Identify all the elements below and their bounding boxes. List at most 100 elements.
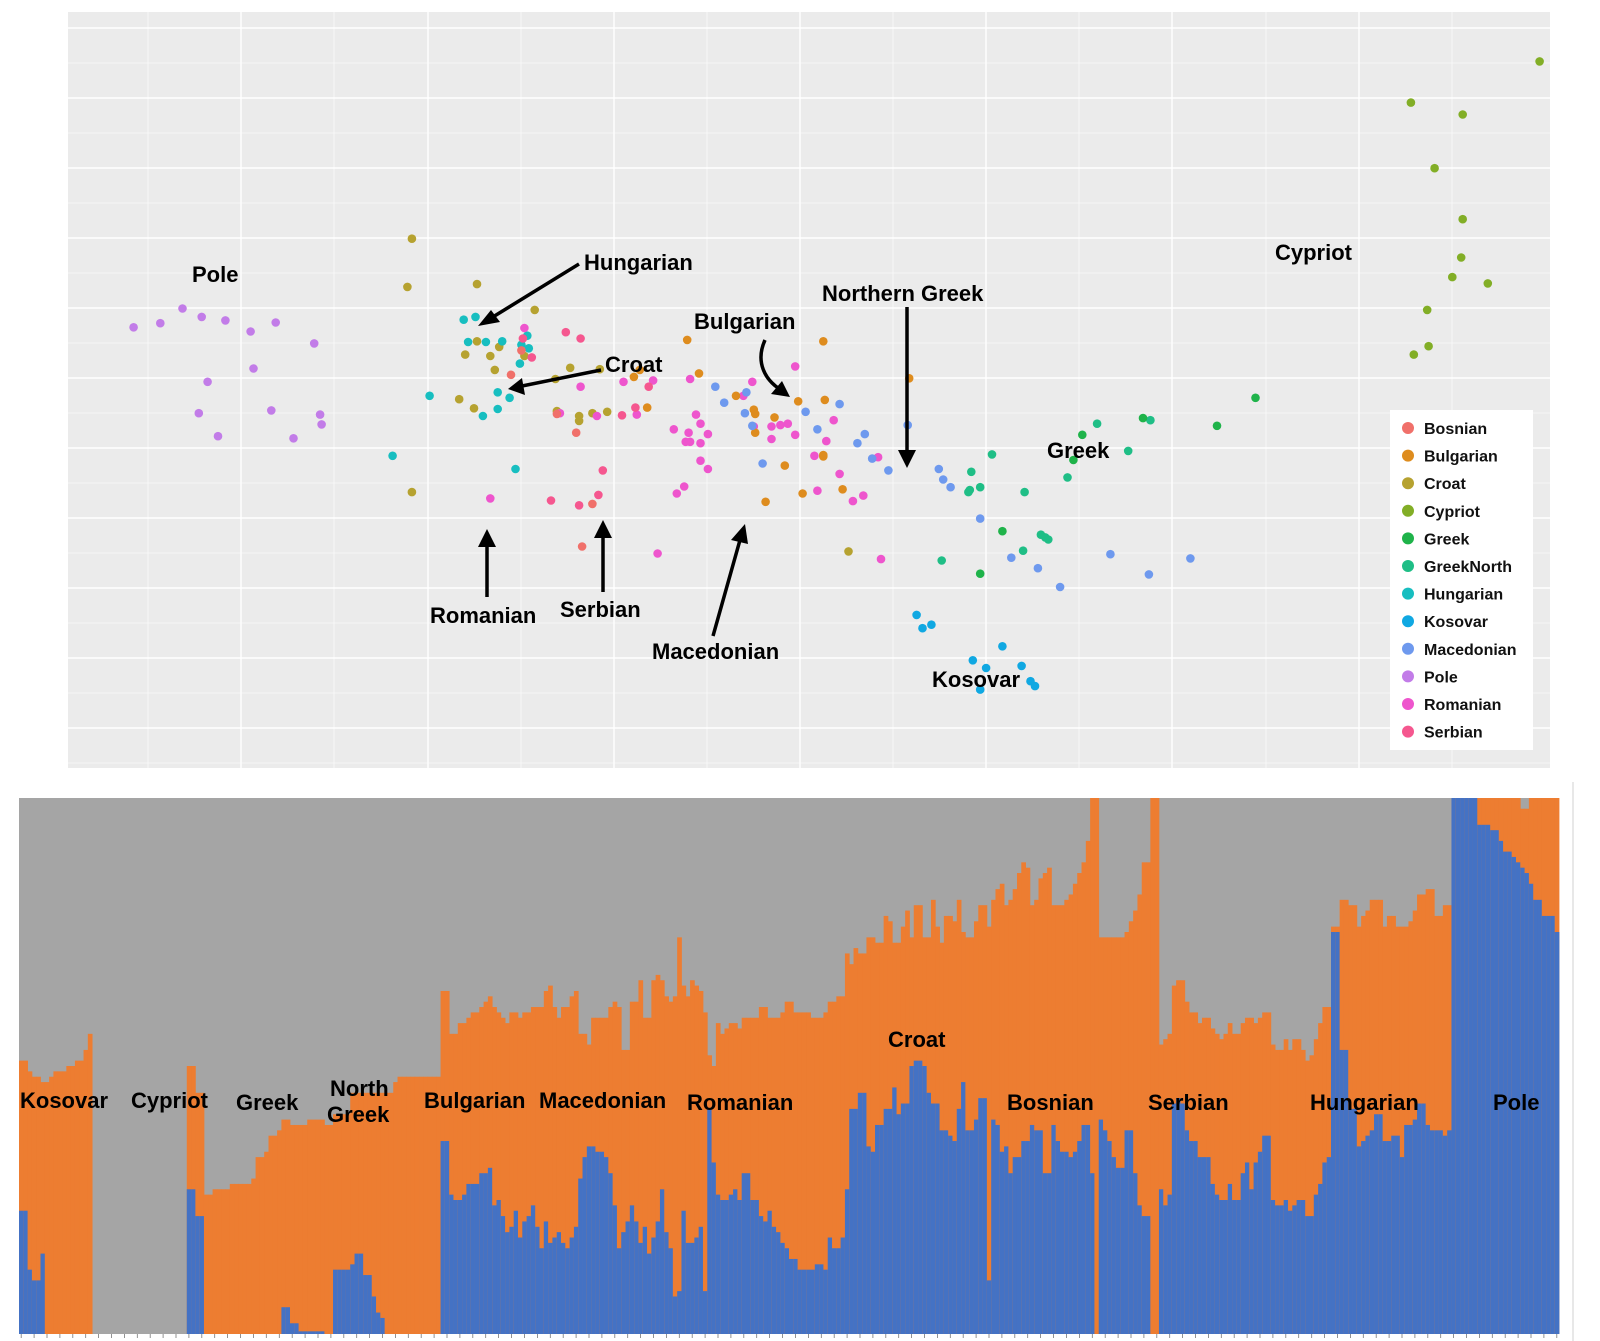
admix-bar-orange-croat — [870, 937, 876, 1334]
admix-bar-orange-macedonian — [625, 1049, 631, 1334]
point-pole — [156, 318, 165, 328]
admix-bar-orange-north-greek — [393, 1082, 398, 1334]
admix-bar-blue-bosnian — [1051, 1124, 1057, 1334]
admix-bar-blue-macedonian — [698, 1226, 704, 1334]
admix-bar-orange-macedonian — [690, 980, 695, 1334]
point-greek — [975, 569, 985, 578]
admix-bar-blue-north-greek — [315, 1331, 321, 1334]
label-northern-greek: Northern Greek — [822, 281, 984, 306]
admix-bar-orange-serbian — [1283, 1039, 1289, 1334]
admix-bar-orange-bosnian — [1072, 883, 1078, 1334]
point-hungarian — [463, 337, 473, 347]
legend-label-croat: Croat — [1424, 476, 1466, 493]
scatter-gridlines — [68, 12, 1550, 768]
admix-bar-orange-bosnian — [1085, 840, 1091, 1334]
admix-bar-blue-bulgarian — [479, 1173, 484, 1334]
legend-label-greek: Greek — [1424, 531, 1469, 548]
point-serbian — [546, 496, 556, 505]
point-greek — [1069, 455, 1078, 465]
admix-bar-blue-romanian — [745, 1173, 751, 1334]
point-hungarian — [471, 312, 480, 322]
point-greeknorth — [1020, 487, 1029, 497]
admix-bar-blue-croat — [926, 1092, 932, 1334]
admix-bar-orange-bosnian — [1060, 905, 1065, 1334]
point-serbian — [576, 334, 585, 343]
admix-bar-blue-north-greek — [363, 1275, 368, 1334]
admix-bar-orange-bosnian — [1021, 862, 1026, 1334]
point-greeknorth — [1044, 535, 1053, 544]
point-croat — [486, 351, 495, 361]
admix-bar-blue-macedonian — [612, 1205, 618, 1334]
point-bosnian — [506, 370, 516, 380]
admix-bar-orange-bosnian — [1150, 798, 1156, 1334]
admix-bar-orange-bulgarian — [505, 1023, 510, 1334]
admix-label-kosovar: Kosovar — [20, 1088, 108, 1113]
point-greeknorth — [1146, 415, 1155, 425]
admix-bar-blue-serbian — [1326, 1157, 1332, 1334]
admix-bar-blue-hungarian — [1395, 1135, 1401, 1334]
admix-bar-orange-hungarian — [1442, 905, 1448, 1334]
point-romanian — [696, 419, 705, 429]
admix-bar-blue-bosnian — [1016, 1157, 1022, 1334]
admix-bar-orange-macedonian — [694, 985, 700, 1334]
admix-bar-blue-bosnian — [1124, 1130, 1130, 1334]
admix-bar-orange-north-greek — [302, 1124, 308, 1334]
admix-bar-orange-north-greek — [354, 1092, 360, 1334]
point-greek — [1251, 393, 1260, 403]
admix-bar-blue-north-greek — [333, 1269, 338, 1334]
admix-bar-blue-hungarian — [1356, 1146, 1362, 1334]
admix-bar-blue-croat — [922, 1066, 928, 1334]
point-romanian — [876, 554, 886, 564]
point-macedonian — [835, 399, 844, 409]
admix-bar-orange-romanian — [836, 996, 842, 1334]
admix-bar-orange-macedonian — [647, 1017, 652, 1334]
admix-bar-orange-macedonian — [664, 996, 669, 1334]
admix-bar-blue-bulgarian — [548, 1242, 553, 1334]
admix-bar-orange-north-greek — [315, 1119, 321, 1334]
admix-label-north-greek-line1: North — [330, 1076, 389, 1101]
admix-label-bulgarian: Bulgarian — [424, 1088, 525, 1113]
admix-bar-orange-bulgarian — [457, 1023, 463, 1334]
admix-bar-orange-bulgarian — [479, 1007, 484, 1334]
admix-bar-blue-bosnian — [1029, 1124, 1035, 1334]
point-greeknorth — [1018, 546, 1028, 555]
admix-bar-blue-croat — [883, 1108, 889, 1334]
admix-bar-orange-macedonian — [685, 996, 691, 1334]
point-croat — [460, 350, 470, 359]
admix-bar-orange-bulgarian — [548, 985, 553, 1334]
label-bulgarian: Bulgarian — [694, 309, 795, 334]
admix-bar-blue-macedonian — [707, 1108, 712, 1334]
admix-bar-blue-bulgarian — [539, 1248, 545, 1334]
admix-bar-blue-serbian — [1296, 1200, 1302, 1334]
point-pole — [129, 323, 138, 332]
admix-bar-orange-serbian — [1318, 1023, 1323, 1334]
admix-bar-orange-romanian — [814, 1017, 820, 1334]
admix-bar-orange-hungarian — [1365, 910, 1371, 1334]
admix-bar-blue-bosnian — [1103, 1130, 1108, 1334]
admix-bar-orange-kosovar — [31, 1076, 37, 1334]
admix-bar-orange-bulgarian — [522, 1012, 527, 1334]
admix-bar-blue-bulgarian — [556, 1232, 562, 1334]
admix-bar-blue-pole — [1472, 798, 1478, 1334]
point-greeknorth — [1123, 446, 1133, 456]
admix-bar-orange-romanian — [797, 1012, 803, 1334]
label-greek: Greek — [1047, 438, 1110, 463]
admix-bar-blue-romanian — [741, 1173, 747, 1334]
admix-bar-orange-macedonian — [651, 980, 657, 1334]
point-macedonian — [1144, 570, 1154, 579]
admix-bar-orange-serbian — [1167, 1033, 1173, 1334]
admix-bar-blue-macedonian — [690, 1242, 695, 1334]
point-bulgarian — [838, 485, 847, 494]
admix-bar-blue-serbian — [1262, 1135, 1267, 1334]
label-romanian: Romanian — [430, 603, 536, 628]
admix-bar-blue-bulgarian — [530, 1205, 536, 1334]
admix-bar-orange-north-greek — [436, 1076, 441, 1334]
point-croat — [490, 365, 500, 375]
admix-bar-blue-bosnian — [1115, 1167, 1121, 1334]
admix-bar-orange-kosovar — [57, 1071, 63, 1334]
admix-bar-orange-romanian — [733, 1023, 738, 1334]
point-cypriot — [1458, 214, 1467, 224]
admix-bar-blue-macedonian — [668, 1248, 674, 1334]
admix-bar-blue-romanian — [784, 1248, 790, 1334]
point-macedonian — [860, 429, 870, 439]
